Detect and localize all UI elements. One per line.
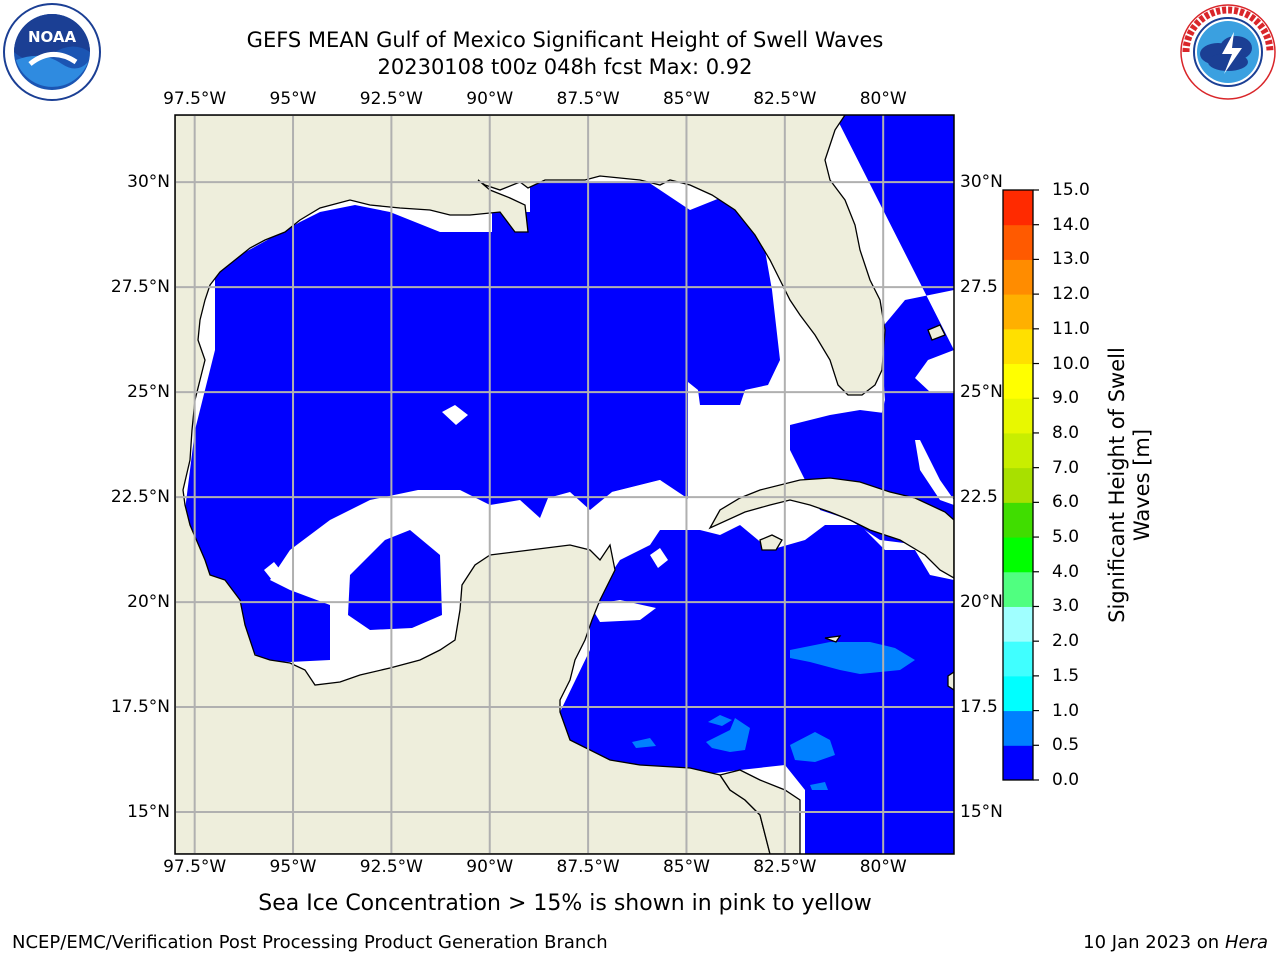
lat-tick-label: 25°N (960, 382, 1003, 403)
lat-tick-label: 22.5°N (110, 487, 170, 508)
lat-tick-label: 17.5°N (110, 697, 170, 718)
colorbar-bin (1003, 710, 1033, 746)
colorbar-bin (1003, 502, 1033, 538)
colorbar-bin (1003, 224, 1033, 260)
lat-tick-label: 20°N (960, 592, 1003, 613)
lon-tick-label: 82.5°W (753, 89, 817, 109)
lon-tick-label: 92.5°W (359, 89, 423, 109)
jamaica (947, 671, 954, 691)
colorbar-tick-label: 7.0 (1052, 457, 1080, 478)
map-frame (174, 114, 955, 855)
colorbar-bin (1003, 259, 1033, 295)
lat-tick-label: 30°N (127, 172, 170, 193)
colorbar-tick-label: 10.0 (1052, 353, 1090, 374)
colorbar-tick-label: 0.5 (1052, 735, 1080, 756)
lon-tick-label: 95°W (269, 857, 317, 877)
cayman-island (824, 635, 842, 643)
colorbar-tick-label: 6.0 (1052, 492, 1080, 513)
lon-tick-label: 97.5°W (163, 89, 227, 109)
colorbar-tick-label: 5.0 (1052, 527, 1080, 548)
colorbar-tick-label: 15.0 (1052, 180, 1090, 200)
colorbar-bin (1003, 432, 1033, 469)
lat-tick-label: 20°N (127, 592, 170, 613)
colorbar-bin (1003, 745, 1033, 781)
lon-tick-label: 82.5°W (753, 857, 817, 877)
colorbar-tick-label: 2.0 (1052, 631, 1080, 652)
lon-tick-label: 87.5°W (556, 857, 620, 877)
colorbar-tick-label: 0.0 (1052, 770, 1080, 790)
chart-subtitle: 20230108 t00z 048h fcst Max: 0.92 (377, 55, 753, 79)
bahamas-island (927, 324, 946, 341)
lat-tick-label: 22.5 (960, 487, 998, 508)
colorbar-label: Significant Height of Swell Waves [m] (1105, 347, 1154, 623)
lon-tick-label: 95°W (269, 89, 317, 109)
colorbar-tick-label: 8.0 (1052, 422, 1080, 443)
lon-tick-label: 85°W (662, 89, 710, 109)
colorbar-tick-label: 12.0 (1052, 284, 1090, 305)
lat-tick-label: 30°N (960, 172, 1003, 193)
colorbar-bin (1003, 398, 1033, 434)
colorbar-tick-label: 14.0 (1052, 214, 1090, 235)
footer-date: 10 Jan 2023 on Hera (1083, 932, 1268, 953)
colorbar-bin (1003, 641, 1033, 677)
lon-tick-label: 80°W (859, 857, 907, 877)
svg-text:NOAA: NOAA (28, 28, 77, 46)
chart-title: GEFS MEAN Gulf of Mexico Significant Hei… (246, 28, 884, 52)
colorbar-frame (1002, 189, 1034, 781)
lat-tick-label: 15°N (127, 802, 170, 822)
colorbar-tick-label: 9.0 (1052, 388, 1080, 409)
colorbar-bin (1003, 606, 1033, 642)
lat-tick-label: 25°N (127, 382, 170, 403)
colorbar-bin (1003, 675, 1033, 712)
lon-tick-label: 85°W (662, 857, 710, 877)
footer-credit: NCEP/EMC/Verification Post Processing Pr… (12, 932, 608, 953)
colorbar-tick-label: 1.5 (1052, 665, 1080, 686)
cuba (708, 477, 954, 579)
colorbar-bin (1003, 467, 1033, 503)
lon-tick-label: 90°W (466, 89, 514, 109)
lat-tick-label: 27.5°N (110, 277, 170, 298)
lon-tick-label: 87.5°W (556, 89, 620, 109)
colorbar-tick-label: 13.0 (1052, 249, 1090, 270)
colorbar-tick-label: 11.0 (1052, 318, 1090, 339)
lon-tick-label: 90°W (466, 857, 514, 877)
colorbar-bin (1003, 537, 1033, 573)
lat-tick-label: 27.5 (960, 277, 998, 298)
colorbar-bin (1003, 363, 1033, 399)
footer-date-text: 10 Jan 2023 on (1083, 932, 1225, 953)
lon-tick-label: 97.5°W (163, 857, 227, 877)
colorbar-bin (1003, 328, 1033, 365)
noaa-logo-icon: NOAA (2, 2, 102, 102)
colorbar-tick-label: 4.0 (1052, 561, 1080, 582)
nws-logo-icon (1178, 2, 1278, 102)
colorbar-bin (1003, 571, 1033, 607)
colorbar-tick-label: 3.0 (1052, 596, 1080, 617)
colorbar-tick-label: 1.0 (1052, 700, 1080, 721)
lon-tick-label: 92.5°W (359, 857, 423, 877)
sea-ice-note: Sea Ice Concentration > 15% is shown in … (258, 891, 872, 916)
colorbar (1002, 189, 1039, 781)
colorbar-bin (1003, 294, 1033, 330)
footer-machine: Hera (1224, 932, 1268, 953)
lat-tick-label: 17.5 (960, 697, 998, 718)
graticule (175, 115, 954, 854)
isla-de-la-juventud (759, 534, 783, 551)
colorbar-bin (1003, 190, 1033, 226)
lon-tick-label: 80°W (859, 89, 907, 109)
lat-tick-label: 15°N (960, 802, 1003, 822)
